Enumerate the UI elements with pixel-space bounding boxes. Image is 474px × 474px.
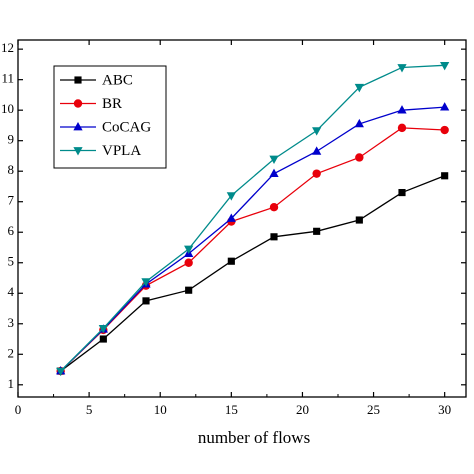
y-tick-label: 10 (1, 101, 14, 116)
x-axis-label: number of flows (198, 428, 310, 447)
series-abc (57, 172, 449, 375)
x-tick-label: 15 (225, 402, 238, 417)
data-point-vpla (440, 61, 450, 71)
y-tick-label: 9 (8, 132, 15, 147)
series-vpla (56, 61, 450, 377)
y-tick-label: 1 (8, 376, 15, 391)
data-point-vpla (354, 83, 364, 93)
data-point-cocag (312, 146, 322, 155)
y-tick-label: 6 (8, 223, 15, 238)
y-tick-label: 12 (1, 40, 14, 55)
data-point-vpla (98, 324, 108, 334)
data-point-vpla (269, 155, 279, 165)
x-tick-label: 20 (296, 402, 309, 417)
data-point-abc (313, 227, 321, 235)
plot-frame (17, 39, 467, 398)
series-line-abc (60, 175, 445, 372)
data-point-br (269, 203, 279, 212)
data-point-cocag (269, 168, 279, 178)
y-tick-label: 7 (8, 193, 15, 208)
legend-label-abc: ABC (102, 72, 133, 88)
data-point-abc (355, 216, 363, 224)
data-point-abc (185, 286, 193, 294)
data-point-br (355, 153, 364, 162)
data-point-vpla (141, 278, 151, 287)
legend-marker-abc (74, 76, 82, 84)
data-point-abc (227, 257, 235, 265)
series-line-cocag (60, 106, 445, 372)
data-point-vpla (397, 64, 407, 73)
x-tick-label: 10 (154, 402, 167, 417)
legend: ABC BR CoCAG VPLA (53, 65, 167, 169)
y-tick-label: 5 (8, 254, 15, 269)
data-point-vpla (226, 192, 236, 201)
data-point-vpla (56, 367, 66, 377)
x-tick-label: 0 (15, 402, 22, 417)
data-point-vpla (184, 245, 194, 255)
data-point-br (397, 123, 407, 133)
x-tick-label: 25 (367, 402, 380, 417)
data-point-abc (270, 233, 278, 241)
y-tick-label: 11 (1, 71, 14, 86)
legend-label-br: BR (102, 96, 122, 112)
series-layer (56, 61, 450, 377)
legend-label-cocag: CoCAG (102, 119, 151, 135)
data-point-abc (142, 297, 150, 305)
data-point-vpla (312, 127, 322, 136)
data-point-br (312, 169, 321, 178)
x-tick-label: 30 (438, 402, 451, 417)
data-point-abc (441, 172, 449, 180)
y-tick-label: 3 (8, 315, 15, 330)
y-tick-label: 8 (8, 162, 15, 177)
data-point-br (440, 125, 449, 135)
y-tick-label: 4 (8, 284, 15, 299)
data-point-cocag (354, 118, 364, 128)
legend-marker-cocag (73, 121, 83, 131)
data-point-cocag (397, 105, 407, 114)
data-point-abc (398, 188, 406, 197)
legend-marker-vpla (73, 147, 83, 156)
legend-label-vpla: VPLA (102, 143, 141, 159)
series-line-vpla (60, 64, 445, 372)
legend-marker-br (73, 99, 83, 108)
data-point-cocag (226, 213, 236, 222)
y-tick-label: 2 (8, 345, 15, 360)
x-tick-label: 5 (86, 402, 93, 417)
data-point-br (184, 258, 193, 267)
data-point-cocag (440, 102, 450, 111)
series-line-br (60, 127, 445, 372)
data-point-abc (99, 335, 107, 343)
